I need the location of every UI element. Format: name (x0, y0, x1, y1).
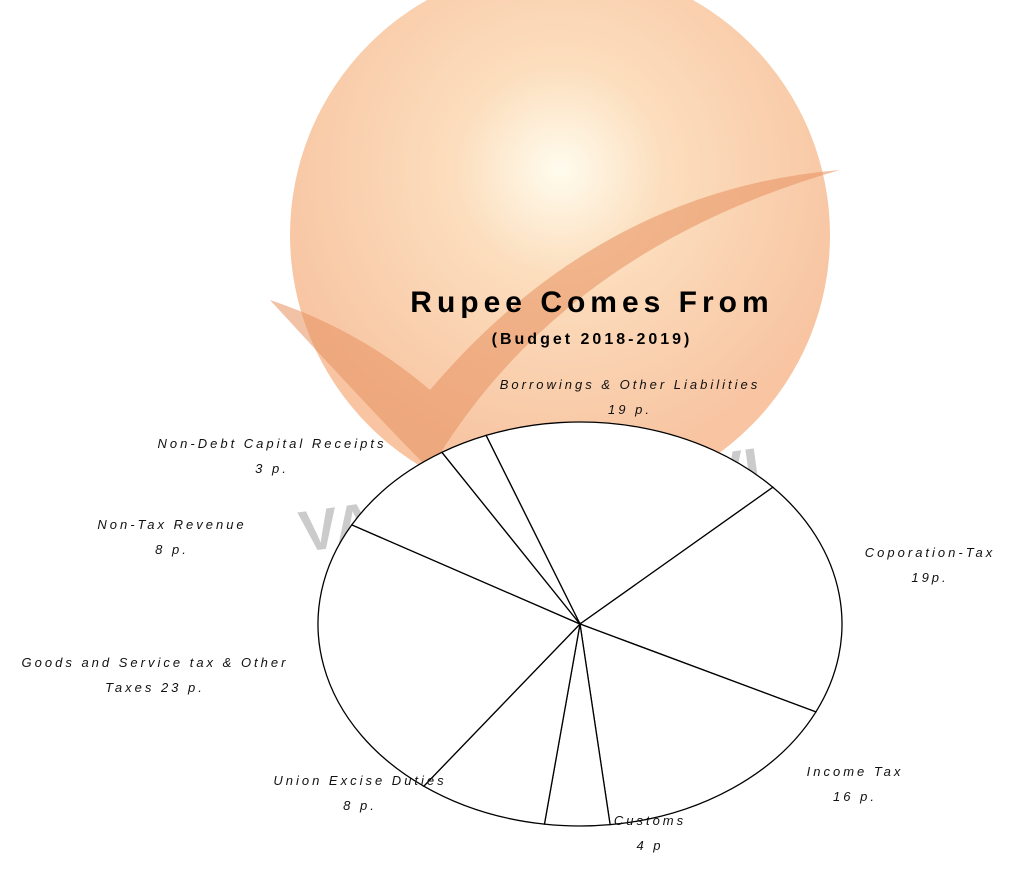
value-label: 4 p (636, 838, 663, 853)
value-label: 23 p. (161, 680, 205, 695)
page: VAJIRAM & RAVI Rupee Comes From (Budget … (0, 0, 1034, 884)
chart-subtitle: (Budget 2018-2019) (492, 331, 693, 348)
value-label: 3 p. (255, 461, 289, 476)
value-label: 16 p. (833, 789, 877, 804)
slice-label: Income Tax 16 p. (755, 759, 955, 809)
slice-label: Non-Debt Capital Receipts 3 p. (102, 431, 442, 481)
category-label: Coporation-Tax (865, 545, 995, 560)
slice-label: Union Excise Duties 8 p. (230, 768, 490, 818)
category-label: Union Excise Duties (273, 773, 446, 788)
category-label: Income Tax (807, 764, 904, 779)
slice-label: Coporation-Tax 19p. (830, 540, 1030, 590)
slice-label: Borrowings & Other Liabilities 19 p. (420, 372, 840, 422)
slice-label: Customs 4 p (575, 808, 725, 858)
value-label: 19 p. (608, 402, 652, 417)
category-label: Customs (614, 813, 686, 828)
category-label: Non-Debt Capital Receipts (158, 436, 387, 451)
slice-label: Non-Tax Revenue 8 p. (42, 512, 302, 562)
category-label: Non-Tax Revenue (97, 517, 246, 532)
chart-title: Rupee Comes From (410, 286, 773, 319)
category-label: Borrowings & Other Liabilities (500, 377, 761, 392)
category-label: Goods and Service tax & Other Taxes (22, 655, 289, 695)
value-label: 19p. (911, 570, 948, 585)
value-label: 8 p. (155, 542, 189, 557)
slice-label: Goods and Service tax & Other Taxes 23 p… (0, 650, 315, 700)
value-label: 8 p. (343, 798, 377, 813)
